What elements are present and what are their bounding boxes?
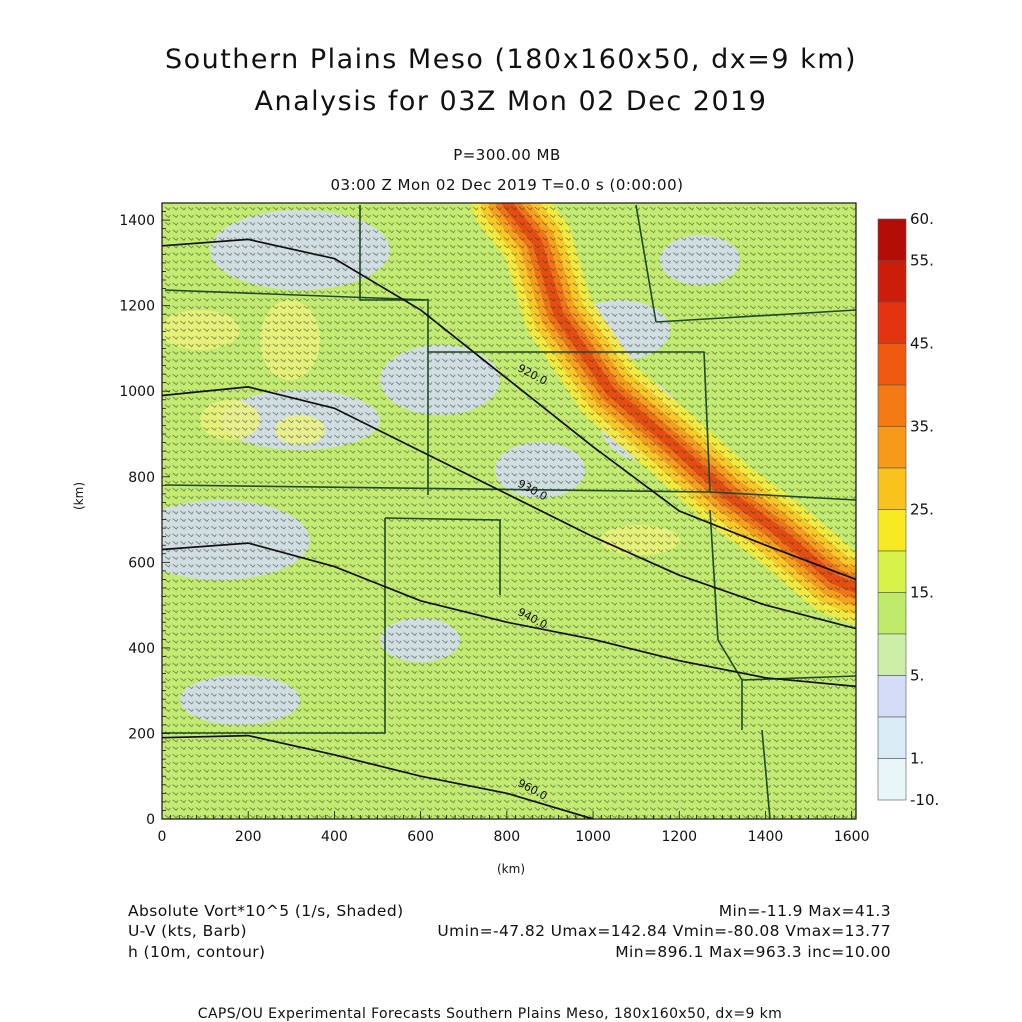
x-axis-label: (km) bbox=[497, 862, 526, 876]
y-tick-label: 0 bbox=[146, 812, 155, 828]
state-boundaries bbox=[162, 204, 856, 819]
wind-barbs bbox=[164, 206, 856, 819]
colorbar-swatch bbox=[877, 260, 907, 303]
colorbar-label: 55. bbox=[910, 252, 934, 270]
y-tick-label: 1200 bbox=[119, 299, 155, 315]
colorbar-swatch bbox=[877, 550, 907, 593]
shading-low bbox=[162, 500, 310, 580]
colorbar-swatch bbox=[877, 301, 907, 344]
x-tick-label: 600 bbox=[407, 829, 434, 845]
vorticity-range: Min=-11.9 Max=41.3 bbox=[718, 902, 891, 920]
y-tick-label: 800 bbox=[128, 470, 155, 486]
colorbar-label: 25. bbox=[910, 501, 934, 519]
x-tick-label: 1400 bbox=[748, 829, 784, 845]
height-contour bbox=[162, 386, 856, 630]
colorbar-label: 5. bbox=[910, 667, 924, 685]
height-contour bbox=[162, 734, 594, 819]
shading-mid bbox=[162, 310, 240, 350]
x-tick-label: 800 bbox=[493, 829, 520, 845]
shading-low bbox=[380, 618, 460, 662]
y-tick-label: 600 bbox=[128, 555, 155, 571]
colorbar-label: 45. bbox=[910, 335, 934, 353]
pressure-level: P=300.00 MB bbox=[453, 146, 561, 164]
chart-title: Southern Plains Meso (180x160x50, dx=9 k… bbox=[164, 44, 858, 75]
colorbar-swatch bbox=[877, 426, 907, 469]
shading-low bbox=[380, 345, 500, 415]
colorbar: 60. 55. 45. 35. 25. 15. 5. 1. -10. bbox=[877, 210, 939, 809]
colorbar-swatch bbox=[877, 218, 907, 261]
chart-subtitle: Analysis for 03Z Mon 02 Dec 2019 bbox=[254, 86, 768, 117]
shading-low bbox=[495, 442, 585, 498]
colorbar-swatch bbox=[877, 633, 907, 676]
valid-time: 03:00 Z Mon 02 Dec 2019 T=0.0 s (0:00:00… bbox=[330, 176, 684, 194]
colorbar-swatch bbox=[877, 592, 907, 635]
y-tick-label: 1000 bbox=[119, 384, 155, 400]
x-tick-label: 1000 bbox=[575, 829, 611, 845]
height-range: Min=896.1 Max=963.3 inc=10.00 bbox=[615, 943, 891, 961]
colorbar-swatch bbox=[877, 509, 907, 552]
height-contour bbox=[162, 542, 856, 688]
y-tick-label: 1400 bbox=[119, 213, 155, 229]
height-contour bbox=[162, 238, 856, 581]
y-tick-label: 400 bbox=[128, 641, 155, 657]
shading-mid bbox=[600, 525, 680, 555]
colorbar-swatch bbox=[877, 467, 907, 510]
x-tick-label: 400 bbox=[321, 829, 348, 845]
colorbar-label: 15. bbox=[910, 584, 934, 602]
y-axis-label: (km) bbox=[72, 481, 86, 510]
colorbar-swatch bbox=[877, 384, 907, 427]
colorbar-swatch bbox=[877, 758, 907, 801]
colorbar-label: 1. bbox=[910, 750, 924, 768]
credit-line: CAPS/OU Experimental Forecasts Southern … bbox=[197, 1006, 783, 1022]
colorbar-label: 35. bbox=[910, 418, 934, 436]
axes: 0 200 400 600 800 1000 1200 1400 1600 0 200 400 600 8… bbox=[119, 202, 870, 845]
x-tick-label: 1600 bbox=[834, 829, 870, 845]
shading-jet-band bbox=[501, 203, 856, 593]
wind-range: Umin=-47.82 Umax=142.84 Vmin=-80.08 Vmax… bbox=[437, 922, 891, 940]
colorbar-label: 60. bbox=[910, 210, 934, 228]
x-tick-label: 200 bbox=[235, 829, 262, 845]
x-tick-label: 1200 bbox=[661, 829, 697, 845]
colorbar-swatch bbox=[877, 716, 907, 759]
y-tick-label: 200 bbox=[128, 726, 155, 742]
colorbar-swatch bbox=[877, 675, 907, 718]
legend-vorticity: Absolute Vort*10^5 (1/s, Shaded) bbox=[128, 902, 404, 920]
colorbar-swatch bbox=[877, 343, 907, 386]
colorbar-label: -10. bbox=[910, 791, 939, 809]
x-tick-label: 0 bbox=[158, 829, 167, 845]
shading-low bbox=[660, 235, 740, 285]
legend-wind: U-V (kts, Barb) bbox=[128, 922, 247, 940]
legend-height: h (10m, contour) bbox=[128, 943, 266, 961]
